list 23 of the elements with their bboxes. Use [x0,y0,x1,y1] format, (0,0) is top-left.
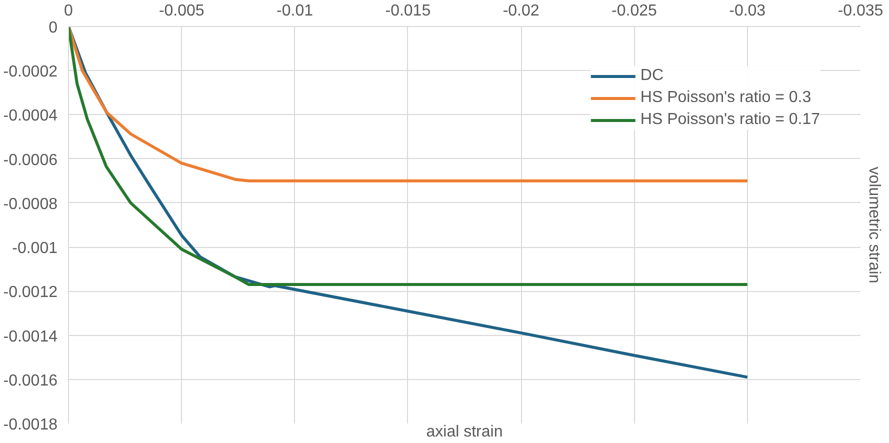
y-tick-label: -0.0018 [3,416,58,434]
x-tick-label: -0.02 [502,2,540,20]
x-tick-label: -0.015 [385,2,431,20]
x-tick-label: -0.03 [729,2,766,20]
y-tick-label: -0.0008 [3,196,58,213]
y-tick-label: -0.0002 [3,64,58,81]
y-tick-label: -0.0006 [3,152,58,169]
x-tick-label: 0 [64,2,74,20]
y-tick-label: -0.0016 [3,372,58,390]
legend-label: HS Poisson's ratio = 0.3 [640,89,812,107]
y-tick-label: -0.001 [12,240,58,258]
x-tick-label: -0.035 [838,2,884,20]
x-tick-label: -0.025 [612,2,657,20]
y-tick-label: -0.0004 [3,108,58,125]
y-tick-label: -0.0012 [3,284,58,302]
y-tick-label: -0.0014 [3,328,58,346]
y-tick-label: 0 [48,20,58,36]
legend-label: DC [640,67,664,85]
x-axis-title: axial strain [426,424,503,440]
legend-label: HS Poisson's ratio = 0.17 [640,111,820,129]
x-tick-label: -0.01 [276,2,314,20]
y-axis-title: volumetric strain [866,166,882,284]
x-tick-label: -0.005 [158,2,204,20]
